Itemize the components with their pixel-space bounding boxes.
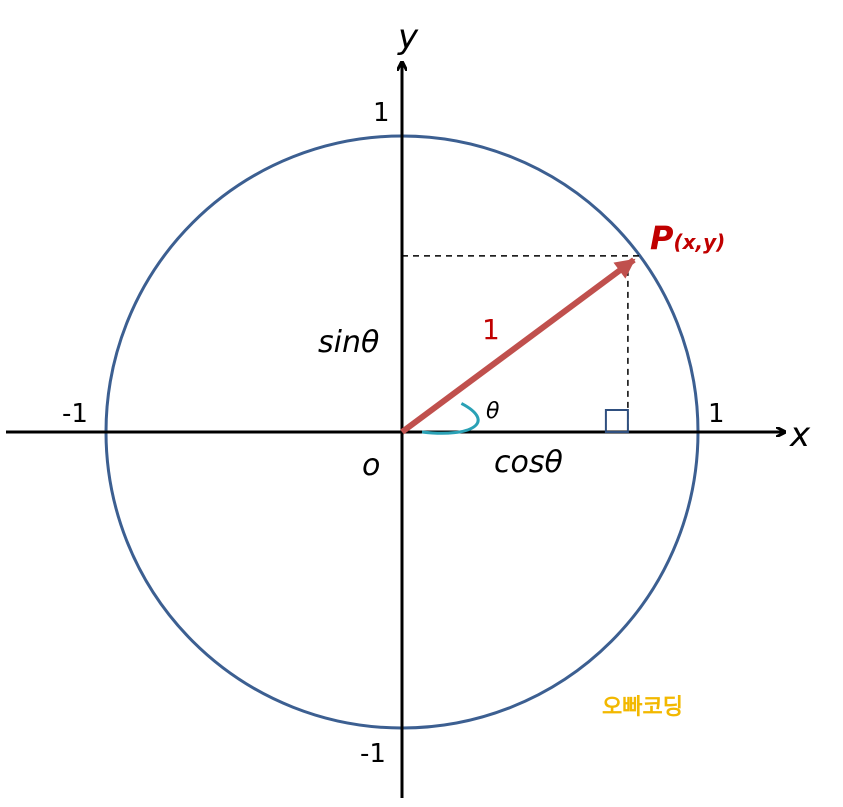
point-p-coordinates: (x,y) — [673, 230, 725, 254]
x-axis-label: x — [789, 415, 811, 455]
cosine-label: cosθ — [494, 445, 563, 480]
point-p-label: P(x,y) — [650, 219, 725, 257]
radius-vector-arrow — [400, 257, 636, 435]
x-tick-left-label: -1 — [62, 399, 88, 429]
right-angle-marker — [604, 409, 629, 433]
angle-arc — [421, 402, 480, 435]
origin-label: o — [362, 448, 380, 483]
x-tick-right-label: 1 — [708, 399, 725, 429]
watermark-text: 오빠코딩 — [602, 695, 683, 720]
point-p-letter: P — [650, 219, 674, 257]
y-axis-label: y — [397, 17, 419, 57]
theta-label: θ — [486, 399, 500, 424]
y-tick-top-label: 1 — [373, 98, 390, 128]
sine-label: sinθ — [318, 325, 379, 360]
radius-length-label: 1 — [482, 313, 500, 346]
y-tick-bottom-label: -1 — [360, 739, 386, 769]
